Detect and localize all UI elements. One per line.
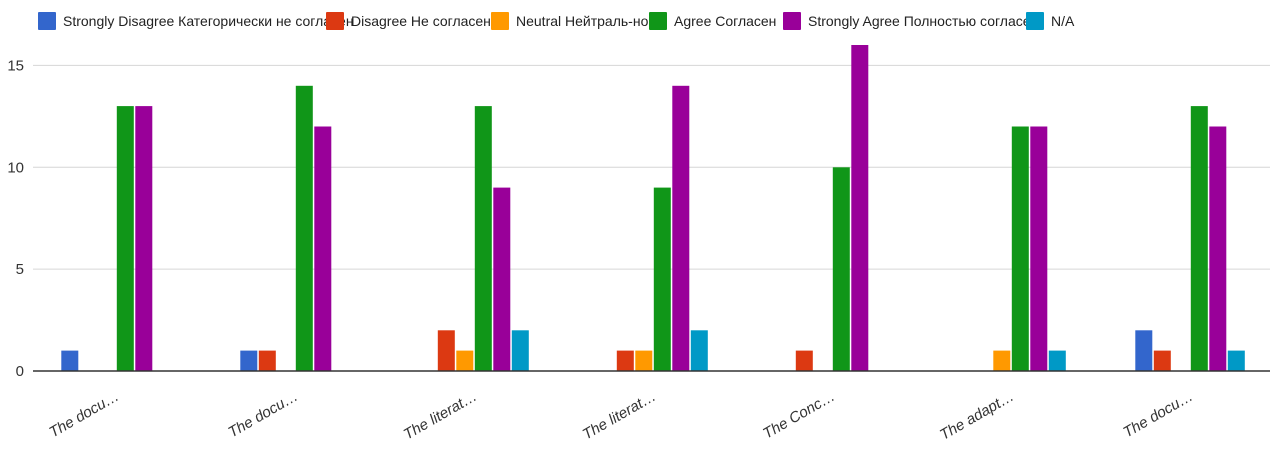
grid-layer bbox=[33, 64, 1270, 270]
x-tick-label: The Conc… bbox=[760, 388, 838, 443]
legend-item-0[interactable]: Strongly Disagree Категорически не согла… bbox=[38, 12, 354, 30]
legend-label: Agree Согласен bbox=[674, 13, 776, 29]
x-tick-label: The docu… bbox=[46, 388, 122, 441]
y-tick-label: 10 bbox=[7, 159, 24, 176]
legend-swatch bbox=[491, 12, 509, 30]
bar-2-1[interactable] bbox=[437, 330, 455, 372]
bar-2-5[interactable] bbox=[511, 330, 529, 372]
bar-5-5[interactable] bbox=[1048, 350, 1066, 371]
bars-layer bbox=[61, 45, 1245, 372]
legend-item-1[interactable]: Disagree Не согласен bbox=[326, 12, 491, 30]
bar-5-4[interactable] bbox=[1030, 126, 1048, 372]
x-tick-label: The adapt… bbox=[937, 388, 1017, 444]
bar-6-5[interactable] bbox=[1227, 350, 1245, 371]
bar-4-4[interactable] bbox=[851, 45, 869, 371]
x-tick-label: The literat… bbox=[580, 388, 659, 444]
legend-item-5[interactable]: N/A bbox=[1026, 12, 1075, 30]
legend-label: Strongly Agree Полностью согласен bbox=[808, 13, 1038, 29]
bar-2-3[interactable] bbox=[474, 106, 492, 371]
legend-label: Strongly Disagree Категорически не согла… bbox=[63, 13, 354, 29]
bar-3-4[interactable] bbox=[672, 85, 690, 372]
legend-label: Disagree Не согласен bbox=[351, 13, 491, 29]
legend-item-2[interactable]: Neutral Нейтраль-но bbox=[491, 12, 649, 30]
legend[interactable]: Strongly Disagree Категорически не согла… bbox=[38, 12, 1075, 30]
bar-1-1[interactable] bbox=[258, 350, 276, 371]
y-tick-label: 0 bbox=[16, 363, 24, 380]
bar-0-4[interactable] bbox=[135, 106, 153, 371]
bar-0-0[interactable] bbox=[61, 350, 79, 371]
legend-swatch bbox=[649, 12, 667, 30]
bar-5-3[interactable] bbox=[1011, 126, 1029, 372]
bar-1-4[interactable] bbox=[314, 126, 332, 372]
bar-2-2[interactable] bbox=[456, 350, 474, 371]
bar-3-2[interactable] bbox=[635, 350, 653, 371]
bar-5-2[interactable] bbox=[993, 350, 1011, 371]
x-tick-label: The literat… bbox=[401, 388, 480, 444]
y-tick-label: 5 bbox=[16, 261, 24, 278]
legend-swatch bbox=[783, 12, 801, 30]
bar-4-3[interactable] bbox=[832, 167, 850, 372]
bar-6-1[interactable] bbox=[1153, 350, 1171, 371]
legend-label: N/A bbox=[1051, 13, 1075, 29]
bar-1-3[interactable] bbox=[295, 85, 313, 372]
bar-4-1[interactable] bbox=[795, 350, 813, 371]
bar-6-4[interactable] bbox=[1209, 126, 1227, 372]
x-tick-label: The docu… bbox=[1120, 388, 1196, 441]
legend-swatch bbox=[326, 12, 344, 30]
legend-swatch bbox=[38, 12, 56, 30]
bar-1-0[interactable] bbox=[240, 350, 258, 371]
bar-3-3[interactable] bbox=[653, 187, 671, 371]
legend-label: Neutral Нейтраль-но bbox=[516, 13, 649, 29]
axis-layer: 0 5 10 15 The docu… The docu… The literat… The … bbox=[7, 57, 1270, 444]
bar-3-5[interactable] bbox=[690, 330, 708, 372]
bar-2-4[interactable] bbox=[493, 187, 511, 371]
legend-item-4[interactable]: Strongly Agree Полностью согласен bbox=[783, 12, 1038, 30]
legend-swatch bbox=[1026, 12, 1044, 30]
y-tick-label: 15 bbox=[7, 57, 24, 74]
legend-item-3[interactable]: Agree Согласен bbox=[649, 12, 776, 30]
bar-6-3[interactable] bbox=[1190, 106, 1208, 371]
bar-6-0[interactable] bbox=[1135, 330, 1153, 372]
bar-0-3[interactable] bbox=[116, 106, 134, 371]
x-tick-label: The docu… bbox=[225, 388, 301, 441]
bar-3-1[interactable] bbox=[616, 350, 634, 371]
